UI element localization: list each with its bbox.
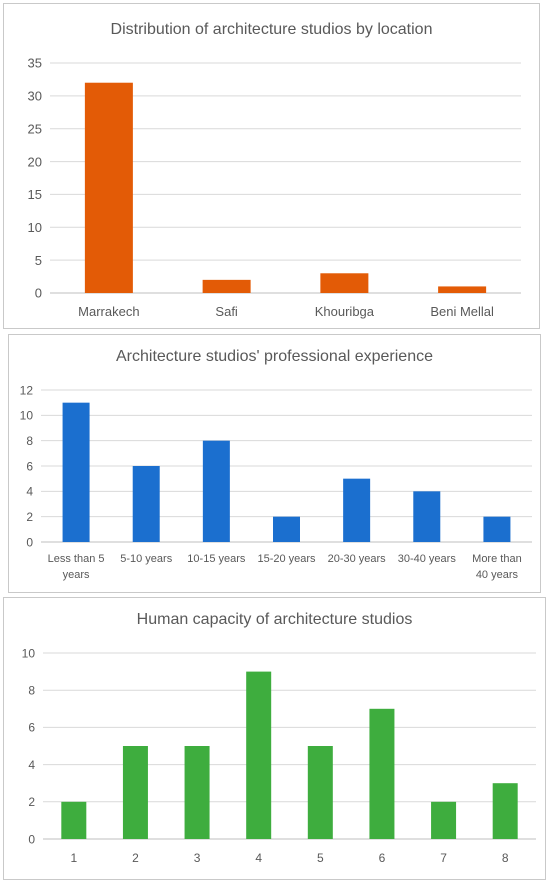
x-tick-label: Safi: [215, 304, 238, 319]
x-tick-label: 15-20 years: [257, 553, 316, 565]
y-tick-label: 6: [28, 721, 35, 735]
x-tick-label: 30-40 years: [398, 553, 457, 565]
bar: [202, 279, 251, 293]
x-tick-label: More than 40 years: [472, 553, 522, 581]
bar: [492, 783, 518, 839]
bar: [369, 708, 395, 839]
bar: [62, 402, 90, 542]
x-tick-label: Marrakech: [78, 304, 139, 319]
x-tick-label: Beni Mellal: [430, 304, 494, 319]
bar: [273, 516, 300, 542]
experience-chart-panel: Architecture studios' professional exper…: [8, 334, 541, 593]
x-tick-label: 3: [194, 851, 201, 865]
bar: [438, 286, 487, 293]
chart-title: Human capacity of architecture studios: [136, 611, 413, 628]
y-tick-label: 6: [26, 459, 33, 473]
x-tick-label: 7: [440, 851, 447, 865]
x-tick-label: 5-10 years: [120, 553, 172, 565]
x-tick-label: 20-30 years: [328, 553, 387, 565]
y-tick-label: 0: [26, 535, 33, 549]
y-tick-label: 25: [28, 121, 42, 136]
y-tick-label: 8: [28, 684, 35, 698]
bar: [320, 273, 369, 293]
y-tick-label: 4: [26, 485, 33, 499]
y-tick-label: 30: [28, 89, 42, 104]
y-tick-label: 0: [28, 832, 35, 846]
x-tick-label: 8: [502, 851, 509, 865]
y-tick-label: 2: [28, 795, 35, 809]
y-tick-label: 35: [28, 56, 42, 71]
x-tick-label: 10-15 years: [187, 553, 246, 565]
bar: [61, 801, 87, 839]
bar: [431, 801, 457, 839]
x-tick-label: 1: [70, 851, 77, 865]
y-tick-label: 2: [26, 510, 33, 524]
y-tick-label: 10: [20, 409, 34, 423]
bar: [343, 478, 371, 542]
x-tick-label: 5: [317, 851, 324, 865]
y-tick-label: 10: [22, 646, 36, 660]
y-tick-label: 12: [20, 383, 34, 397]
bar: [132, 466, 160, 542]
x-tick-label: Less than 5 years: [48, 553, 105, 581]
chart-title: Architecture studios' professional exper…: [116, 348, 433, 365]
bar: [483, 516, 511, 542]
y-tick-label: 4: [28, 758, 35, 772]
x-tick-label: Khouribga: [315, 304, 375, 319]
bar: [122, 746, 148, 839]
bar: [184, 746, 210, 839]
bar: [413, 491, 441, 542]
bar: [202, 440, 230, 542]
capacity-chart-panel: Human capacity of architecture studios 0…: [3, 597, 546, 880]
experience-chart: 0 2 4 6 8 10 12 Less than 5 years 5-10 years 10-15…: [20, 383, 532, 581]
y-tick-label: 8: [26, 434, 33, 448]
location-chart: 0 5 10 15 20 25 30 35 Marrakech Safi Khouribga Beni…: [28, 56, 521, 319]
y-tick-label: 0: [35, 286, 42, 301]
location-chart-panel: Distribution of architecture studios by …: [3, 3, 540, 329]
y-tick-label: 10: [28, 220, 42, 235]
x-tick-label: 6: [379, 851, 386, 865]
chart-title: Distribution of architecture studios by …: [110, 21, 433, 38]
x-tick-label: 2: [132, 851, 139, 865]
y-tick-label: 5: [35, 253, 42, 268]
bar: [246, 671, 272, 839]
bar: [84, 82, 133, 293]
y-tick-label: 15: [28, 187, 42, 202]
bar: [307, 746, 333, 839]
x-tick-label: 4: [255, 851, 262, 865]
y-tick-label: 20: [28, 154, 42, 169]
